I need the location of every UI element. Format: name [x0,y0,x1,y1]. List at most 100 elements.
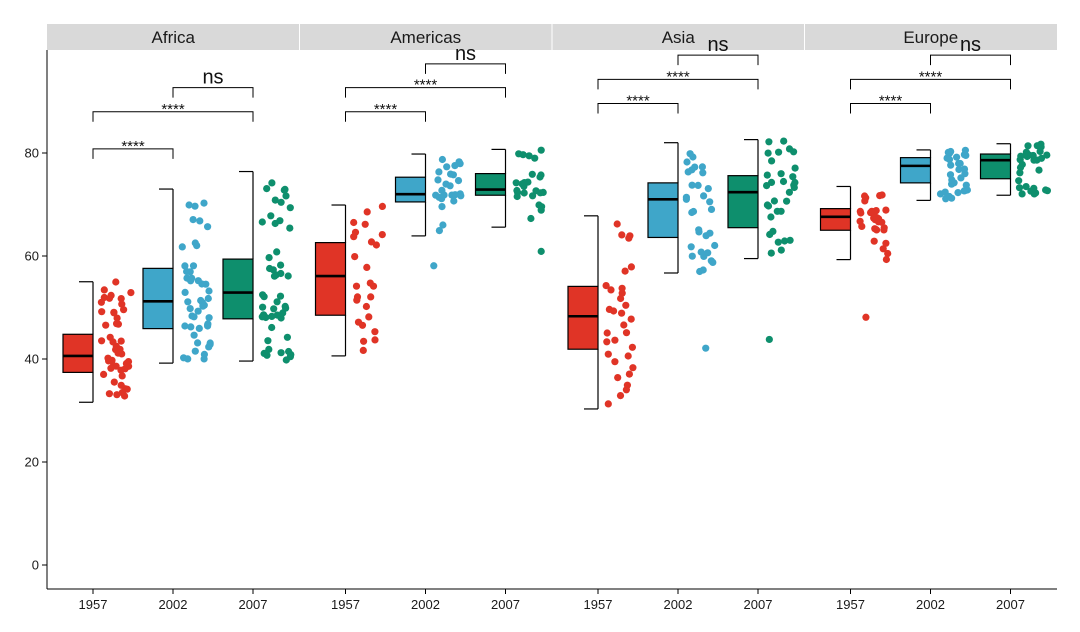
data-point [538,203,546,211]
data-point [112,278,120,286]
outlier-point [702,344,710,352]
data-point [204,223,212,231]
data-point [604,350,612,358]
data-point [276,292,285,300]
data-point [777,207,785,215]
data-point [273,311,281,319]
comparison-label: **** [879,93,903,110]
data-point [110,309,118,317]
data-point [700,192,708,200]
data-point [789,173,797,181]
data-point [269,266,277,274]
data-point [117,337,125,345]
data-point [861,192,869,200]
data-point [604,400,612,408]
data-point [113,320,121,328]
data-point [124,358,133,366]
comparison-bracket [345,87,506,98]
data-point [268,323,276,332]
data-point [194,307,202,315]
data-point [263,351,271,359]
data-point [602,282,610,290]
data-point [1017,152,1025,160]
data-point [454,177,463,185]
box-asia-2002 [647,182,679,239]
comparison-bracket [597,103,679,114]
data-point [114,349,122,357]
data-point [100,370,108,378]
data-point [285,347,293,356]
data-point [200,199,208,207]
data-point [270,272,279,280]
outlier-point [430,262,438,270]
data-point [438,155,446,164]
comparison-bracket [677,54,759,66]
comparison-label: **** [374,101,398,118]
data-point [117,295,125,303]
data-point [352,282,361,290]
data-point [273,248,281,256]
data-point [110,378,118,386]
data-point [259,303,267,311]
data-point [874,218,883,226]
data-point [625,370,634,378]
data-point [629,364,637,372]
data-point [353,296,361,304]
data-point [113,314,121,322]
comparison-label: **** [161,101,185,118]
data-point [1016,163,1025,172]
data-point [265,254,273,262]
data-point [621,267,629,275]
outlier-point [862,313,870,321]
facet-label-americas: Americas [390,28,461,47]
data-point [618,309,626,317]
data-point [205,287,213,295]
data-point [98,337,106,345]
data-point [1030,184,1038,192]
box-americas-2007 [474,173,507,196]
data-point [960,165,969,173]
data-point [537,146,545,154]
data-point [113,391,121,399]
data-point [98,308,106,316]
box-asia-2007 [727,175,759,229]
box-europe-2007 [979,153,1012,180]
data-point [954,189,962,197]
data-point [603,338,611,346]
data-point [118,372,126,380]
data-point [780,137,788,145]
data-point [190,313,198,321]
data-point [277,349,285,357]
data-point [765,138,773,146]
data-point [439,221,447,229]
data-point [944,148,952,156]
x-tick-label: 1957 [79,597,108,612]
x-tick-label: 2007 [239,597,268,612]
data-point [1043,151,1051,159]
data-point [688,252,696,260]
y-tick-label: 20 [25,455,39,470]
data-point [624,352,632,360]
outlier-point [765,335,773,344]
data-point [696,267,704,276]
data-point [200,350,208,358]
data-point [882,239,890,247]
data-point [706,198,714,206]
data-point [365,313,373,321]
data-point [614,374,622,382]
data-point [764,149,772,157]
data-point [360,337,368,345]
facet-strip-europe [804,24,1057,50]
data-point [704,249,712,257]
data-point [707,205,716,213]
comparison-label: **** [414,77,438,94]
data-point [97,298,105,306]
data-point [1036,147,1044,155]
data-point [359,346,367,354]
y-tick-label: 80 [25,146,39,161]
data-point [195,324,203,332]
comparison-label: ns [202,67,223,89]
data-point [1022,150,1031,158]
data-point [443,163,451,171]
comparison-label: ns [707,34,728,56]
